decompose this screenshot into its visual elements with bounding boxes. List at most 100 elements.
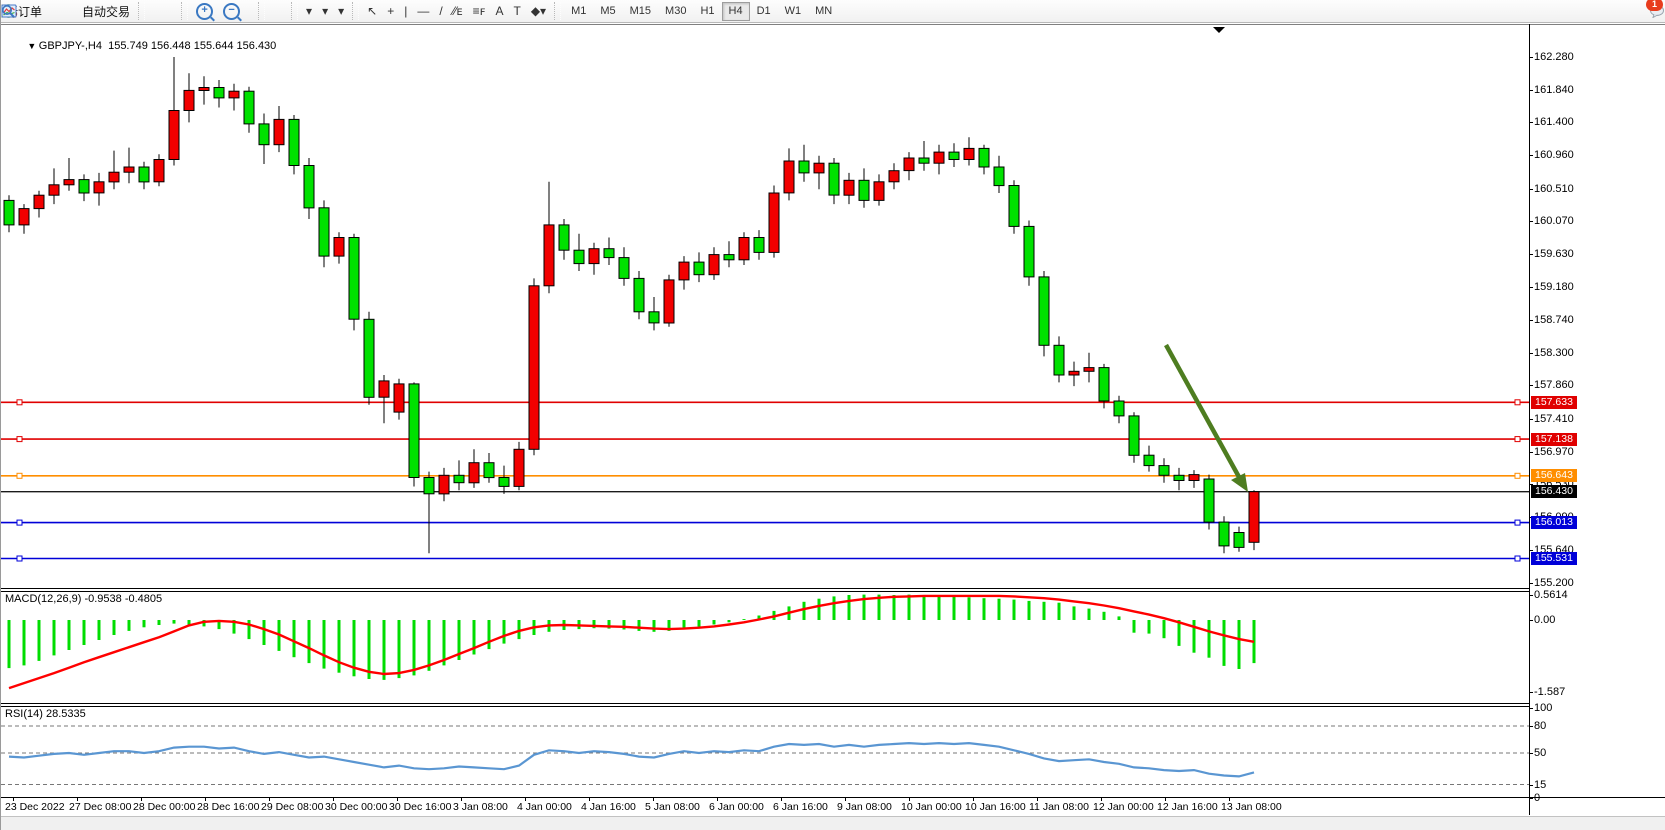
rsi-separator-top[interactable]	[1, 703, 1529, 704]
timeframe-button-d1[interactable]: D1	[756, 4, 771, 17]
rsi-tick	[1529, 708, 1533, 709]
rsi-axis-label: 100	[1534, 702, 1553, 714]
macd-panel-canvas[interactable]	[1, 591, 1529, 703]
tile-windows-button[interactable]	[1, 2, 255, 21]
new-chart-button[interactable]: ▾	[1, 2, 317, 21]
chart-shift-marker[interactable]	[1213, 27, 1225, 33]
price-tag-156.013[interactable]: 156.013	[1531, 516, 1577, 529]
trend-arrow-annotation[interactable]	[1164, 343, 1248, 492]
hline-anchor[interactable]	[1514, 399, 1521, 406]
fibonacci-icon: ≡ꜰ	[472, 4, 486, 18]
price-chart-canvas[interactable]	[1, 24, 1529, 588]
price-tag-155.531[interactable]: 155.531	[1531, 552, 1577, 565]
timeframe-button-h4[interactable]: H4	[721, 1, 750, 21]
timeframe-button-w1[interactable]: W1	[784, 4, 802, 17]
hline-155.531[interactable]	[1, 555, 1529, 562]
time-axis-label: 28 Dec 16:00	[197, 801, 260, 813]
macd-axis-label: 0.00	[1534, 614, 1556, 626]
time-axis-label: 9 Jan 08:00	[837, 801, 892, 813]
horizontal-line-tool-button[interactable]: —	[412, 2, 434, 21]
hline-anchor[interactable]	[1514, 436, 1521, 443]
hline-anchor[interactable]	[1514, 555, 1521, 562]
auto-trading-button[interactable]: 自动交易	[1, 2, 135, 21]
timeframe-button-m15[interactable]: M15	[629, 4, 652, 17]
time-axis-label: 4 Jan 16:00	[581, 801, 636, 813]
timeframe-button-m1[interactable]: M1	[571, 4, 587, 17]
hline-anchor[interactable]	[16, 436, 23, 443]
hline-anchor[interactable]	[16, 472, 23, 479]
time-axis-label: 12 Jan 16:00	[1157, 801, 1218, 813]
price-tick	[1529, 484, 1533, 485]
zoom-in-button[interactable]: +	[191, 2, 218, 21]
price-axis-label: 160.510	[1534, 183, 1574, 195]
market-button[interactable]	[2, 2, 57, 21]
arrows-shapes-tool-button[interactable]: ◆▾	[526, 2, 551, 21]
periods-button[interactable]: ▾	[1, 2, 333, 21]
fibonacci-tool-button[interactable]: ≡ꜰ	[468, 2, 491, 21]
price-tag-156.430[interactable]: 156.430	[1531, 485, 1577, 498]
search-button[interactable]	[2, 2, 1640, 21]
zoom-out-button[interactable]: −	[218, 2, 245, 21]
time-axis-label: 3 Jan 08:00	[453, 801, 508, 813]
hline-157.138[interactable]	[1, 436, 1529, 443]
timeframe-button-mn[interactable]: MN	[815, 4, 833, 17]
price-tag-156.643[interactable]: 156.643	[1531, 469, 1577, 482]
price-tick	[1529, 419, 1533, 420]
price-axis-label: 158.300	[1534, 347, 1574, 359]
cursor-tool-button[interactable]: ↖	[362, 2, 382, 21]
toolbar-separator	[181, 2, 189, 20]
trendline-icon: /	[439, 4, 443, 18]
hline-anchor[interactable]	[16, 555, 23, 562]
candlestick-chart-button[interactable]	[2, 2, 168, 21]
candles-layer[interactable]	[3, 57, 1260, 554]
zoom-in-icon: +	[196, 2, 214, 20]
text-tool-button[interactable]: A	[490, 2, 508, 21]
price-axis-label: 158.740	[1534, 314, 1574, 326]
macd-separator-top[interactable]	[1, 588, 1529, 589]
vertical-line-tool-button[interactable]: |	[399, 2, 412, 21]
chart-shift-button[interactable]	[3, 2, 278, 21]
chart-top-border	[1, 24, 1665, 25]
collapse-triangle-icon[interactable]: ▼	[27, 41, 39, 51]
timeframe-button-h1[interactable]: H1	[700, 4, 715, 17]
time-axis-label: 30 Dec 00:00	[325, 801, 388, 813]
text-label-tool-button[interactable]: T	[508, 2, 525, 21]
time-axis-label: 10 Jan 00:00	[901, 801, 962, 813]
crosshair-tool-button[interactable]: +	[382, 2, 399, 21]
rsi-tick	[1529, 785, 1533, 786]
hline-157.633[interactable]	[1, 399, 1529, 406]
hline-156.643[interactable]	[1, 472, 1529, 479]
price-tag-157.138[interactable]: 157.138	[1531, 433, 1577, 446]
hline-anchor[interactable]	[1514, 519, 1521, 526]
time-tick	[13, 797, 14, 801]
equidistant-channel-tool-button[interactable]: ⁄⁄ᴇ	[448, 2, 468, 21]
hline-anchor[interactable]	[16, 519, 23, 526]
chart-window: ▼ GBPJPY-,H4 155.749 156.448 155.644 156…	[1, 24, 1665, 816]
line-chart-button[interactable]	[1, 2, 178, 21]
macd-axis-label: 0.5614	[1534, 589, 1568, 601]
auto-scroll-button[interactable]	[3, 2, 288, 21]
time-axis-label: 5 Jan 08:00	[645, 801, 700, 813]
hline-anchor[interactable]	[16, 399, 23, 406]
signals-button[interactable]	[1, 2, 77, 21]
hline-anchor[interactable]	[1514, 472, 1521, 479]
price-tag-157.633[interactable]: 157.633	[1531, 396, 1577, 409]
timeframe-button-m5[interactable]: M5	[600, 4, 616, 17]
price-tick	[1529, 155, 1533, 156]
time-tick	[205, 797, 206, 801]
time-tick	[397, 797, 398, 801]
notifications-button[interactable]: 1	[1646, 0, 1664, 21]
hline-156.013[interactable]	[1, 519, 1529, 526]
rsi-axis-label: 15	[1534, 779, 1547, 791]
rsi-panel-canvas[interactable]	[1, 706, 1529, 797]
time-tick	[717, 797, 718, 801]
bar-chart-button[interactable]	[3, 2, 158, 21]
terminal-button[interactable]	[1, 2, 67, 21]
templates-button[interactable]: ▾	[1, 2, 349, 21]
time-axis-label: 27 Dec 08:00	[69, 801, 132, 813]
timeframe-button-m30[interactable]: M30	[665, 4, 687, 17]
macd-indicator-label: MACD(12,26,9) -0.9538 -0.4805	[5, 593, 163, 605]
dropdown-arrow-icon: ▾	[338, 4, 345, 18]
trendline-tool-button[interactable]: /	[434, 2, 447, 21]
